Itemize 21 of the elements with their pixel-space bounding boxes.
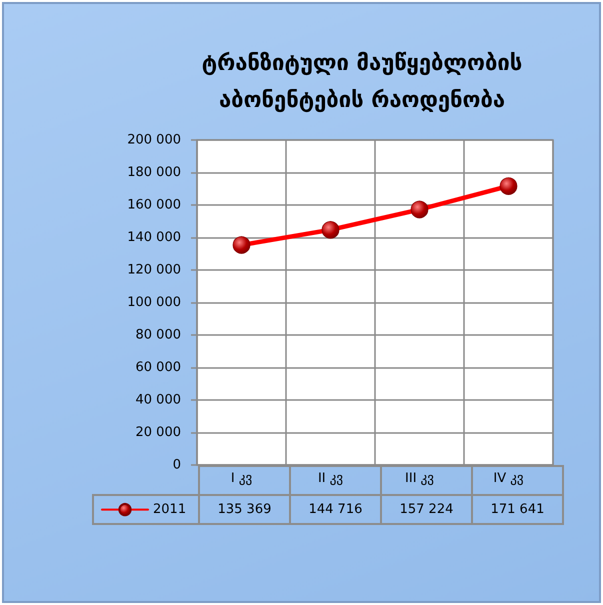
x-tick-label: IV კვ — [493, 471, 524, 486]
y-tick-label: 80 000 — [136, 328, 181, 342]
data-label: 135 369 — [199, 495, 290, 524]
y-tick-label: 40 000 — [136, 392, 181, 408]
y-tick-label: 100 000 — [127, 295, 181, 310]
data-label: 144 716 — [290, 495, 381, 524]
y-tick-label: 180 000 — [127, 165, 181, 180]
y-tick-label: 20 000 — [136, 425, 181, 440]
y-tick-label: 60 000 — [136, 360, 181, 375]
chart-title: ტრანზიტული მაუწყებლობის აბონენტების რაოდენობა — [202, 51, 522, 113]
y-tick-label: 140 000 — [127, 230, 181, 245]
x-tick-label: III კვ — [405, 471, 434, 486]
x-tick-label: I კვ — [230, 471, 252, 486]
y-tick-label: 0 — [172, 458, 181, 472]
y-tick-label: 200 000 — [127, 132, 181, 148]
y-tick-label: 160 000 — [127, 198, 181, 212]
data-label: 171 641 — [472, 495, 563, 524]
x-tick-label: II კვ — [318, 471, 344, 486]
data-label: 157 224 — [381, 495, 472, 524]
legend-label: 2011 — [153, 502, 186, 518]
y-tick-label: 120 000 — [127, 262, 181, 278]
